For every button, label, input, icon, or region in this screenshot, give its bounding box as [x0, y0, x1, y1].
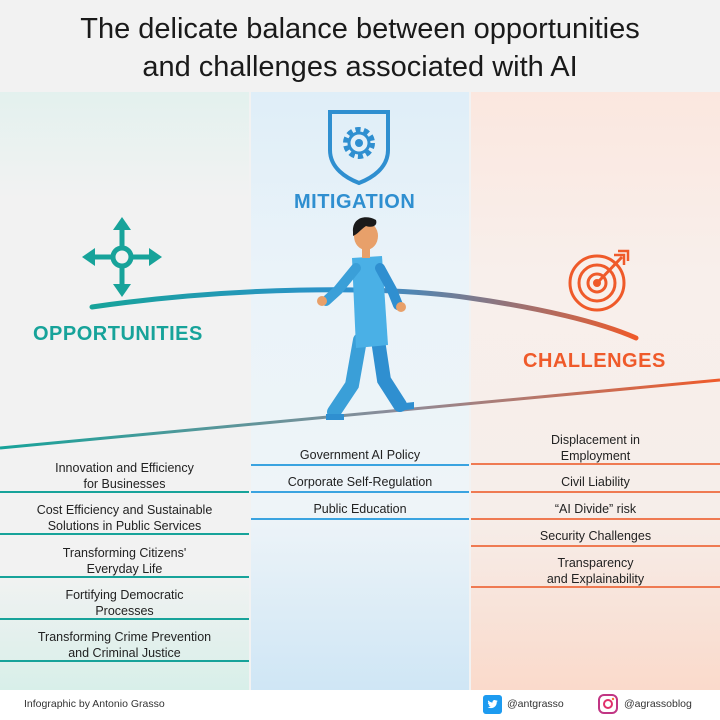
item-line: for Businesses	[83, 477, 166, 491]
item-line: Everyday Life	[86, 562, 163, 576]
item-line: Fortifying Democratic	[65, 588, 184, 602]
challenge-item: “AI Divide” risk	[471, 501, 720, 520]
item-line: and Explainability	[546, 572, 645, 586]
opportunity-item: Transforming Citizens' Everyday Life	[0, 545, 249, 578]
shield-gear-icon	[328, 110, 390, 186]
opportunities-heading: OPPORTUNITIES	[33, 323, 203, 345]
twitter-icon[interactable]	[483, 695, 502, 714]
item-line: Processes	[95, 604, 154, 618]
item-line: Government AI Policy	[299, 448, 421, 462]
item-line: Civil Liability	[561, 475, 630, 489]
item-line: and Criminal Justice	[68, 646, 181, 660]
mitigation-item: Public Education	[251, 501, 469, 520]
item-line: Corporate Self-Regulation	[287, 475, 433, 489]
credit-text: Infographic by Antonio Grasso	[24, 698, 165, 710]
item-line: Public Education	[313, 502, 407, 516]
target-icon	[568, 249, 630, 312]
page-title: The delicate balance between opportuniti…	[0, 10, 720, 86]
challenges-heading: CHALLENGES	[523, 350, 666, 372]
title-line-2: and challenges associated with AI	[142, 51, 578, 83]
walker-figure	[317, 217, 414, 420]
item-line: Transforming Crime Prevention	[37, 630, 212, 644]
challenge-item: Security Challenges	[471, 528, 720, 547]
opportunity-item: Transforming Crime Prevention and Crimin…	[0, 629, 249, 662]
mitigation-heading: MITIGATION	[294, 191, 416, 213]
challenge-item: Civil Liability	[471, 474, 720, 493]
opportunity-item: Innovation and Efficiency for Businesses	[0, 460, 249, 493]
opportunities-column	[0, 92, 249, 690]
move-arrows-icon	[82, 217, 162, 297]
instagram-icon[interactable]	[598, 694, 618, 714]
opportunity-item: Cost Efficiency and Sustainable Solution…	[0, 502, 249, 535]
challenge-item: Transparency and Explainability	[471, 555, 720, 588]
balance-rope	[89, 287, 639, 341]
opportunity-item: Fortifying Democratic Processes	[0, 587, 249, 620]
mitigation-item: Government AI Policy	[251, 447, 469, 466]
item-line: Cost Efficiency and Sustainable	[36, 503, 213, 517]
slope-line	[0, 378, 720, 450]
mitigation-item: Corporate Self-Regulation	[251, 474, 469, 493]
instagram-handle[interactable]: @agrassoblog	[624, 698, 692, 710]
item-line: Displacement in	[551, 433, 640, 447]
mitigation-column	[251, 92, 469, 690]
item-line: “AI Divide” risk	[554, 502, 637, 516]
item-line: Employment	[560, 449, 631, 463]
item-line: Transforming Citizens'	[62, 546, 187, 560]
footer: Infographic by Antonio Grasso @antgrasso…	[0, 690, 720, 720]
title-line-1: The delicate balance between opportuniti…	[80, 13, 640, 45]
twitter-handle[interactable]: @antgrasso	[507, 698, 564, 710]
item-line: Innovation and Efficiency	[55, 461, 194, 475]
item-line: Transparency	[557, 556, 634, 570]
challenge-item: Displacement in Employment	[471, 432, 720, 465]
item-line: Solutions in Public Services	[47, 519, 202, 533]
item-line: Security Challenges	[539, 529, 652, 543]
